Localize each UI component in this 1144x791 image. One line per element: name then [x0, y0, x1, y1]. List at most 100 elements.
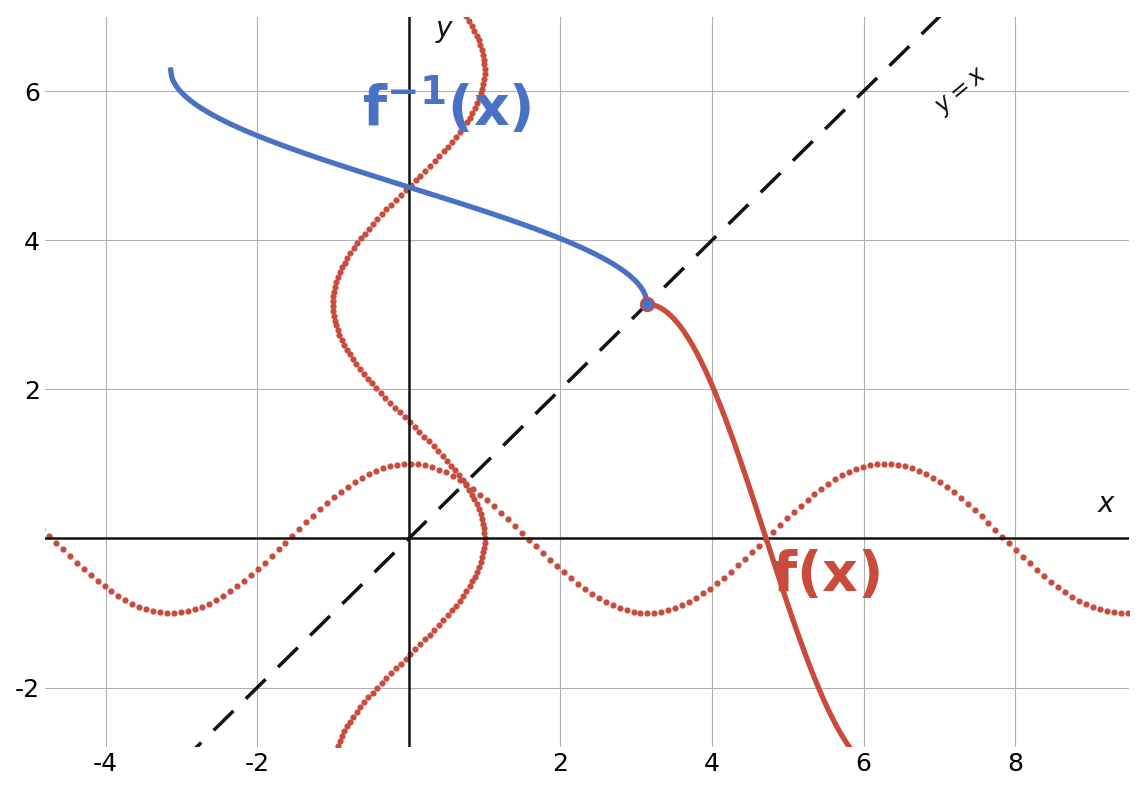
- Point: [472, 44, 491, 56]
- Point: [903, 462, 921, 475]
- Point: [443, 604, 461, 617]
- Point: [470, 92, 488, 104]
- Point: [359, 222, 378, 235]
- Point: [466, 493, 484, 505]
- Point: [352, 471, 371, 484]
- Point: [429, 445, 447, 457]
- Point: [659, 604, 677, 616]
- Point: [324, 300, 342, 312]
- Point: [805, 487, 824, 500]
- Point: [328, 324, 347, 336]
- Point: [471, 87, 490, 100]
- Point: [165, 607, 183, 619]
- Point: [575, 583, 594, 596]
- Point: [402, 648, 420, 660]
- Point: [318, 497, 336, 509]
- Point: [468, 97, 486, 109]
- Point: [262, 550, 280, 562]
- Point: [715, 571, 733, 584]
- Point: [638, 607, 657, 619]
- Point: [454, 589, 472, 602]
- Point: [325, 286, 343, 298]
- Point: [1126, 606, 1144, 619]
- Point: [333, 261, 351, 274]
- Point: [386, 401, 404, 414]
- Point: [402, 179, 420, 191]
- Point: [456, 479, 475, 491]
- Point: [436, 466, 454, 479]
- Text: $\mathbf{f^{-1}(x)}$: $\mathbf{f^{-1}(x)}$: [362, 75, 532, 137]
- Point: [468, 498, 486, 510]
- Point: [840, 466, 858, 479]
- Point: [344, 242, 363, 255]
- Point: [400, 416, 419, 429]
- Point: [360, 467, 379, 480]
- Point: [548, 560, 566, 573]
- Point: [472, 513, 491, 525]
- Point: [771, 519, 789, 532]
- Point: [1139, 603, 1144, 615]
- Point: [470, 561, 488, 573]
- Point: [391, 188, 410, 201]
- Point: [446, 600, 464, 612]
- Point: [363, 377, 381, 390]
- Point: [324, 768, 342, 781]
- Point: [1022, 557, 1040, 570]
- Point: [235, 574, 253, 587]
- Point: [749, 539, 768, 552]
- Point: [348, 706, 366, 718]
- Point: [351, 362, 370, 375]
- Point: [26, 516, 45, 528]
- Point: [819, 478, 837, 490]
- Point: [861, 459, 880, 471]
- Point: [462, 20, 480, 32]
- Point: [331, 266, 349, 278]
- Point: [390, 406, 408, 418]
- Point: [415, 430, 434, 443]
- Point: [381, 396, 399, 409]
- Point: [412, 169, 430, 182]
- Point: [464, 483, 483, 496]
- Point: [923, 471, 942, 484]
- Point: [513, 526, 531, 539]
- Point: [462, 488, 480, 501]
- Point: [742, 546, 761, 558]
- Point: [343, 353, 362, 365]
- Point: [151, 606, 169, 619]
- Point: [451, 595, 469, 607]
- Point: [463, 575, 482, 588]
- Point: [408, 458, 427, 471]
- Point: [458, 116, 476, 129]
- Point: [631, 607, 650, 619]
- Point: [416, 633, 435, 645]
- Point: [396, 653, 414, 665]
- Point: [847, 463, 865, 475]
- Point: [451, 126, 469, 138]
- Point: [304, 509, 323, 522]
- Point: [708, 577, 726, 589]
- Point: [569, 577, 587, 590]
- Point: [5, 497, 23, 509]
- Point: [476, 536, 494, 549]
- Point: [124, 597, 142, 610]
- Point: [406, 643, 424, 656]
- Point: [471, 556, 490, 569]
- Point: [468, 566, 486, 578]
- Point: [95, 580, 113, 592]
- Point: [469, 34, 487, 47]
- Point: [374, 462, 392, 475]
- Point: [185, 603, 204, 615]
- Point: [694, 587, 713, 600]
- Point: [993, 530, 1011, 543]
- Point: [358, 373, 376, 385]
- Point: [446, 0, 464, 8]
- Point: [476, 63, 494, 76]
- Point: [373, 208, 391, 221]
- Point: [277, 536, 295, 549]
- Point: [0, 490, 16, 503]
- Point: [478, 494, 496, 507]
- Point: [474, 48, 492, 61]
- Point: [475, 541, 493, 554]
- Point: [325, 778, 343, 791]
- Point: [1077, 598, 1095, 611]
